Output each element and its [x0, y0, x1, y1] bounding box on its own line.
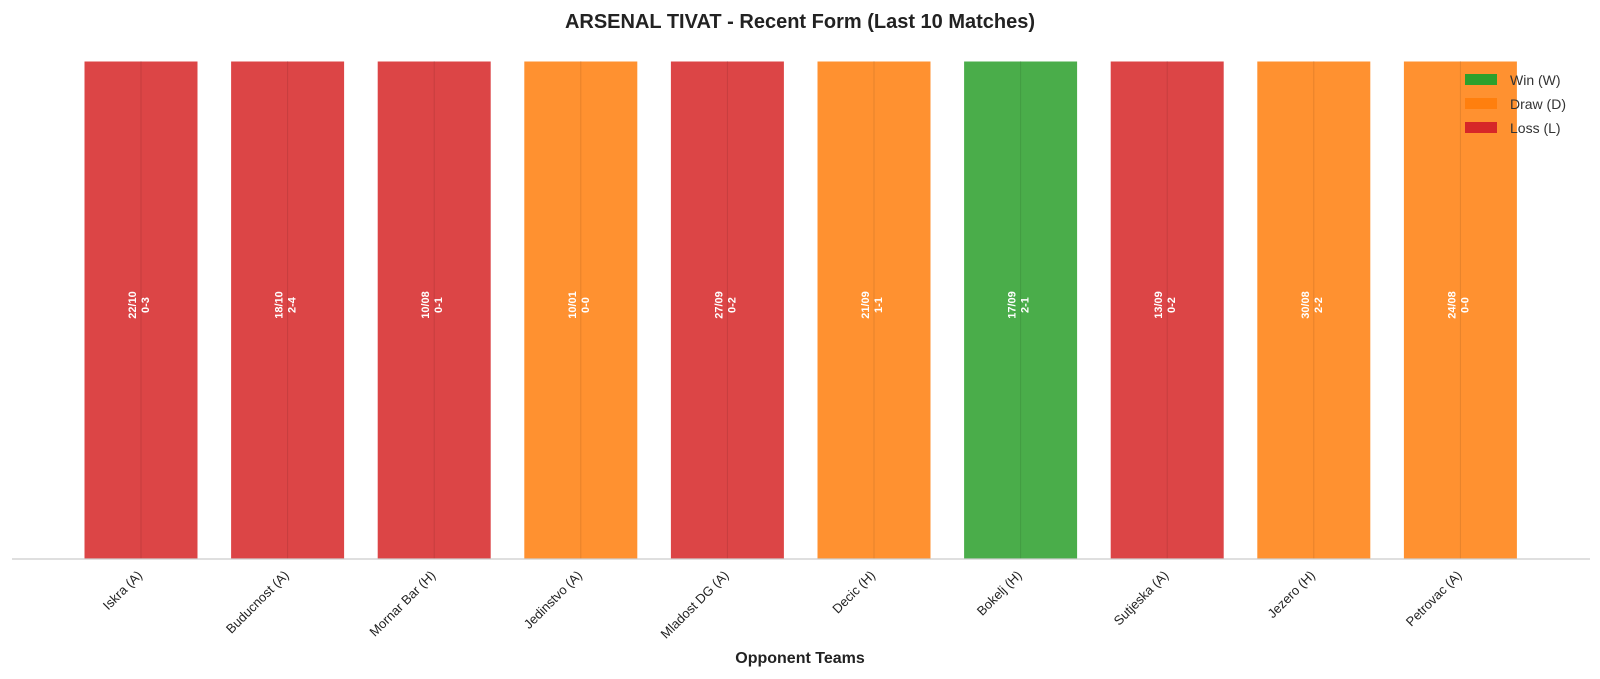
legend-label: Draw (D)	[1510, 96, 1566, 112]
legend-swatch	[1465, 74, 1497, 85]
x-tick-label: Decic (H)	[829, 568, 878, 617]
bar-date-label: 30/08	[1300, 291, 1312, 319]
x-tick-label: Petrovac (A)	[1403, 568, 1465, 630]
bar-1	[83, 60, 199, 560]
bar-score-label: 2-1	[1020, 297, 1032, 313]
bar-date-label: 22/10	[127, 291, 139, 319]
bar-4	[523, 60, 639, 560]
x-tick-label: Iskra (A)	[100, 568, 145, 613]
x-tick-label: Buducnost (A)	[223, 568, 292, 637]
x-tick-label: Jezero (H)	[1264, 568, 1318, 622]
x-tick-label: Jedinstvo (A)	[521, 568, 585, 632]
bar-score-label: 0-3	[140, 297, 152, 313]
bars-group: 22/10 0-3 18/10 2-4 10/08 0-1 10/01 0-0 27/09 0-2…	[83, 60, 1518, 560]
bar-score-label: 0-1	[433, 297, 445, 313]
bar-date-label: 21/09	[860, 291, 872, 319]
legend-label: Loss (L)	[1510, 120, 1561, 136]
legend-swatch	[1465, 98, 1497, 109]
legend-swatch	[1465, 122, 1497, 133]
x-tick-label: Sutjeska (A)	[1111, 568, 1172, 629]
bar-date-label: 17/09	[1007, 291, 1019, 319]
bar-date-label: 24/08	[1446, 291, 1458, 319]
bar-6	[816, 60, 932, 560]
legend: Win (W) Draw (D) Loss (L)	[1465, 72, 1566, 136]
x-tick-label: Mornar Bar (H)	[366, 568, 438, 640]
bar-score-label: 0-0	[1459, 297, 1471, 313]
x-tick-labels: Iskra (A) Buducnost (A) Mornar Bar (H) Jedi…	[100, 568, 1465, 642]
bar-8	[1109, 60, 1225, 560]
bar-score-label: 1-1	[873, 297, 885, 313]
bar-5	[669, 60, 785, 560]
x-tick-label: Mladost DG (A)	[658, 568, 732, 642]
bar-2	[230, 60, 346, 560]
bar-date-label: 10/01	[567, 291, 579, 319]
bar-score-label: 0-0	[580, 297, 592, 313]
bar-10	[1402, 60, 1518, 560]
bar-date-label: 18/10	[274, 291, 286, 319]
bar-score-label: 2-4	[287, 296, 299, 313]
bar-7	[963, 60, 1079, 560]
bar-score-label: 2-2	[1313, 297, 1325, 313]
x-axis-label: Opponent Teams	[735, 650, 865, 667]
chart-title: ARSENAL TIVAT - Recent Form (Last 10 Mat…	[565, 11, 1035, 33]
bar-date-label: 13/09	[1153, 291, 1165, 319]
bar-date-label: 10/08	[420, 291, 432, 319]
bar-3	[376, 60, 492, 560]
x-tick-label: Bokelj (H)	[974, 568, 1025, 619]
legend-label: Win (W)	[1510, 72, 1561, 88]
bar-date-label: 27/09	[713, 291, 725, 319]
bar-score-label: 0-2	[726, 297, 738, 313]
bar-score-label: 0-2	[1166, 297, 1178, 313]
